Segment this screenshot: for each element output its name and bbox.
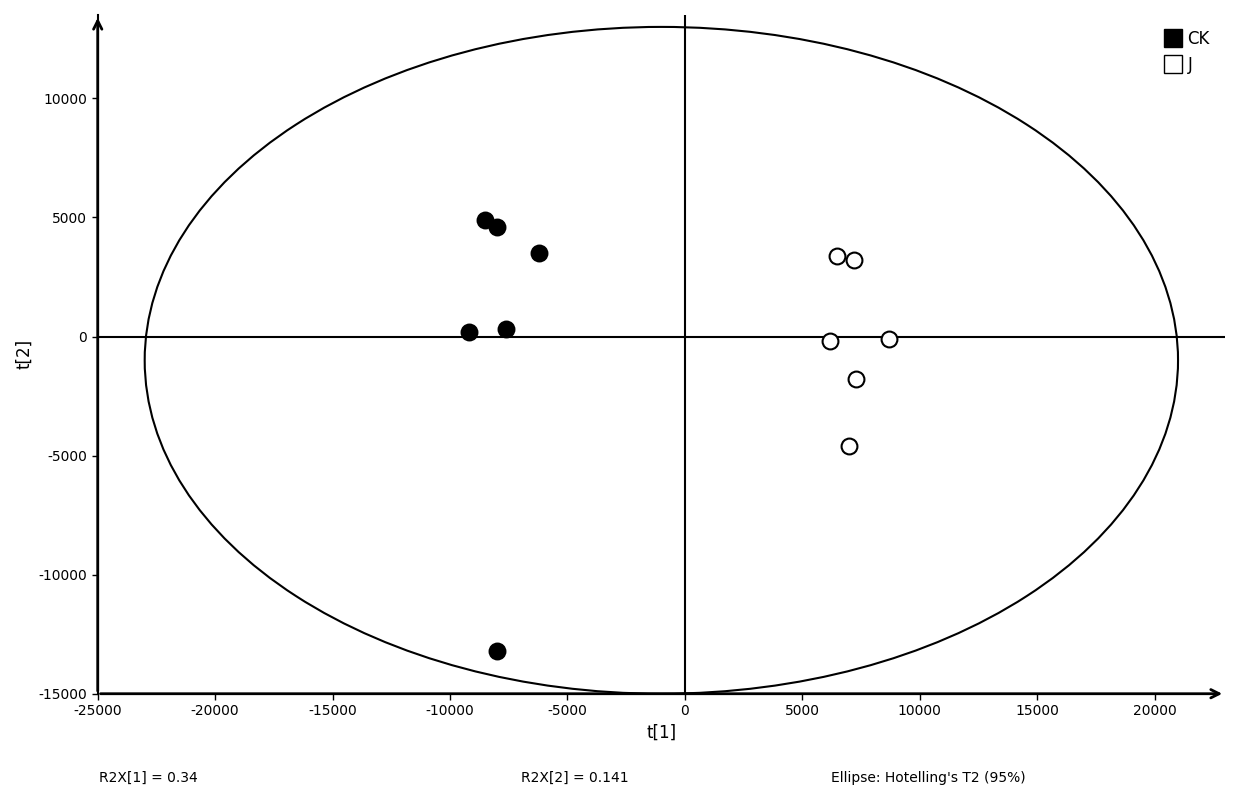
Point (879, 332, 899, 345)
Y-axis label: t[2]: t[2] (15, 339, 33, 369)
Point (847, 373, 867, 386)
X-axis label: t[1]: t[1] (646, 724, 677, 741)
Point (844, 254, 864, 266)
Text: R2X[1] = 0.34: R2X[1] = 0.34 (99, 771, 198, 785)
Point (827, 249, 847, 262)
Text: Ellipse: Hotelling's T2 (95%): Ellipse: Hotelling's T2 (95%) (831, 771, 1025, 785)
Point (487, 645, 507, 658)
Point (459, 325, 479, 338)
Point (821, 335, 841, 348)
Point (496, 323, 516, 336)
Point (839, 440, 859, 452)
Text: R2X[2] = 0.141: R2X[2] = 0.141 (521, 771, 629, 785)
Legend: CK, J: CK, J (1158, 23, 1216, 81)
Point (529, 246, 549, 259)
Point (475, 213, 495, 226)
Point (487, 221, 507, 233)
